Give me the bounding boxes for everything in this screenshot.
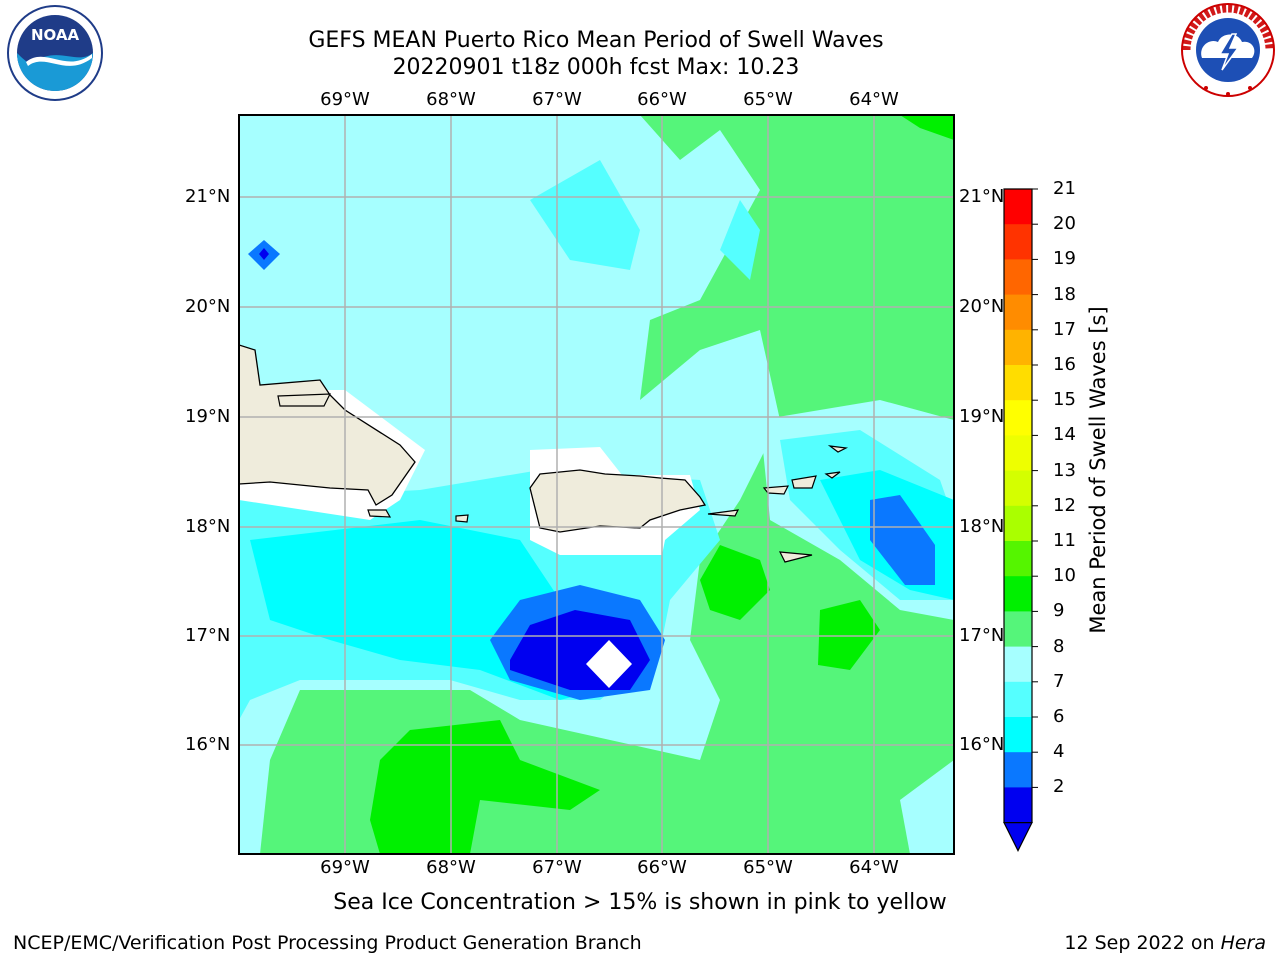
run-date-text: 12 Sep 2022 on [1064, 932, 1221, 954]
colorbar-segment [1004, 681, 1032, 718]
colorbar-tick-label: 6 [1053, 706, 1065, 727]
colorbar-segment [1004, 646, 1032, 683]
colorbar-tick-label: 16 [1053, 354, 1076, 375]
colorbar-segment [1004, 224, 1032, 260]
lon-label-top-65w: 65°W [743, 89, 793, 110]
colorbar-segment [1004, 470, 1032, 507]
lat-label-left-18n: 18°N [185, 516, 231, 537]
lat-label-right-20n: 20°N [959, 296, 1005, 317]
contour-4-6-east [870, 495, 935, 585]
branch-credit: NCEP/EMC/Verification Post Processing Pr… [13, 932, 642, 954]
colorbar-tick-label: 17 [1053, 318, 1076, 340]
lon-label-bottom-66w: 66°W [637, 857, 687, 878]
colorbar-extend-arrow [1003, 822, 1033, 852]
colorbar-segment [1004, 435, 1032, 472]
noaa-logo: NOAA [7, 5, 103, 101]
st-croix [778, 551, 813, 563]
colorbar-segment [1004, 505, 1032, 542]
colorbar-segment [1004, 259, 1032, 296]
colorbar-segment [1004, 541, 1032, 577]
lat-label-left-20n: 20°N [185, 296, 231, 317]
hispaniola [239, 344, 416, 506]
lat-label-right-21n: 21°N [959, 186, 1005, 207]
colorbar [1003, 188, 1038, 852]
colorbar-tick-label: 8 [1053, 635, 1065, 657]
colorbar-tick-label: 20 [1053, 213, 1076, 235]
lon-label-bottom-64w: 64°W [849, 857, 899, 878]
chart-title-line2: 20220901 t18z 000h fcst Max: 10.23 [392, 55, 800, 80]
map-frame [238, 114, 955, 855]
chart-title-line1: GEFS MEAN Puerto Rico Mean Period of Swe… [308, 28, 884, 53]
colorbar-tick-label: 10 [1053, 565, 1076, 587]
undefined-cell [586, 640, 632, 688]
colorbar-tick-label: 11 [1053, 530, 1076, 551]
contour-10-11-mid [700, 545, 770, 620]
run-date: 12 Sep 2022 on Hera [1064, 932, 1266, 954]
lon-label-top-64w: 64°W [849, 89, 899, 110]
colorbar-segment [1004, 189, 1032, 225]
lat-label-right-16n: 16°N [959, 734, 1005, 755]
colorbar-tick-label: 4 [1053, 741, 1065, 763]
nws-logo [1181, 3, 1275, 97]
contour-8-9-southeast [900, 760, 954, 854]
colorbar-segment [1004, 365, 1032, 401]
colorbar-tick-label: 7 [1053, 670, 1065, 692]
colorbar-label: Mean Period of Swell Waves [s] [1086, 306, 1110, 634]
lon-label-bottom-68w: 68°W [426, 857, 476, 878]
lon-label-bottom-67w: 67°W [532, 857, 582, 878]
colorbar-tick-label: 19 [1053, 248, 1076, 270]
lat-label-right-18n: 18°N [959, 516, 1005, 537]
colorbar-tick-label: 2 [1053, 776, 1065, 798]
colorbar-segment [1004, 576, 1032, 612]
lat-label-left-19n: 19°N [185, 406, 231, 427]
contour-7-8-northeast [720, 200, 760, 280]
colorbar-segment [1004, 787, 1032, 824]
colorbar-tick-label: 21 [1053, 178, 1076, 199]
contour-10-11-east [818, 600, 880, 670]
lat-label-right-17n: 17°N [959, 625, 1005, 646]
lat-label-left-17n: 17°N [185, 625, 231, 646]
colorbar-tick-label: 13 [1053, 459, 1076, 481]
colorbar-segment [1004, 329, 1032, 366]
lat-label-right-19n: 19°N [959, 406, 1005, 427]
colorbar-tick-label: 15 [1053, 389, 1076, 411]
map-gridlines [239, 115, 954, 854]
colorbar-segment [1004, 611, 1032, 648]
lat-label-left-16n: 16°N [185, 734, 231, 755]
colorbar-segment [1004, 294, 1032, 331]
lon-label-top-66w: 66°W [637, 89, 687, 110]
lon-label-top-69w: 69°W [320, 89, 370, 110]
colorbar-tick-label: 9 [1053, 600, 1065, 622]
colorbar-segment [1004, 752, 1032, 788]
lat-label-left-21n: 21°N [185, 186, 231, 207]
colorbar-segment [1004, 717, 1032, 753]
contour-10-11-ne [900, 115, 954, 140]
colorbar-tick-label: 18 [1053, 283, 1076, 305]
map-contours [239, 115, 954, 854]
machine-name: Hera [1220, 932, 1266, 954]
lon-label-top-67w: 67°W [532, 89, 582, 110]
sea-ice-note: Sea Ice Concentration > 15% is shown in … [333, 890, 947, 915]
lon-label-bottom-65w: 65°W [743, 857, 793, 878]
colorbar-tick-label: 12 [1053, 494, 1076, 516]
colorbar-tick-label: 14 [1053, 424, 1076, 446]
noaa-logo-text: NOAA [31, 26, 80, 44]
lon-label-bottom-69w: 69°W [320, 857, 370, 878]
lon-label-top-68w: 68°W [426, 89, 476, 110]
colorbar-segment [1004, 400, 1032, 436]
contour-10-11-south [370, 720, 600, 854]
